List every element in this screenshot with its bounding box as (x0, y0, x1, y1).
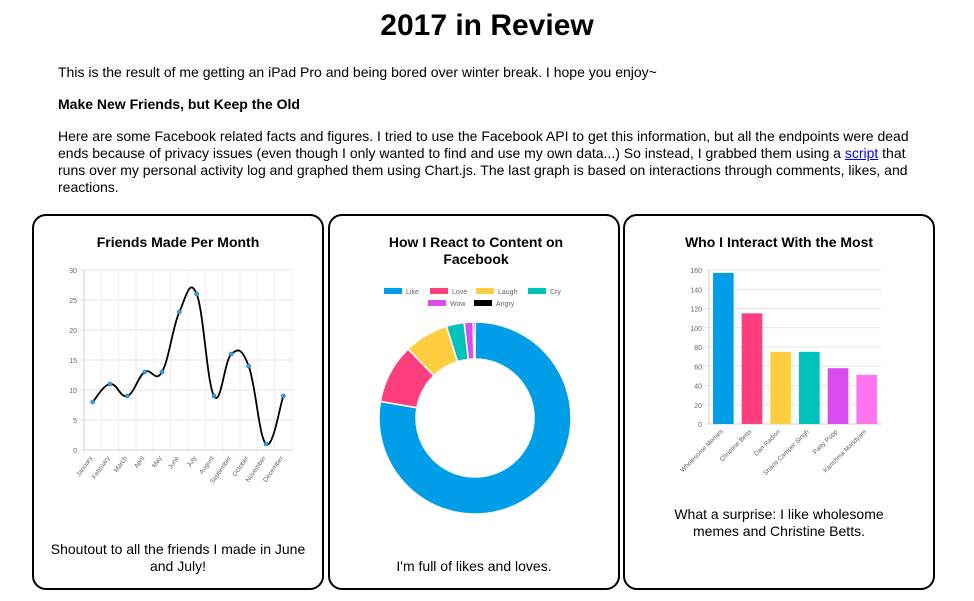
card-title: How I React to Content on Facebook (388, 234, 564, 267)
y-tick-label: 40 (694, 384, 702, 391)
card-caption: What a surprise: I like wholesome memes … (674, 506, 884, 539)
data-point (246, 363, 251, 369)
card-caption: Shoutout to all the friends I made in Ju… (50, 541, 306, 574)
legend-label: Angry (496, 301, 515, 308)
y-tick-label: 60 (694, 364, 702, 371)
legend-label: Laugh (498, 289, 518, 296)
legend-swatch (474, 300, 492, 306)
legend-swatch (384, 288, 402, 294)
y-tick-label: 0 (698, 422, 702, 429)
x-tick-label: February (91, 455, 112, 481)
y-tick-label: 10 (69, 388, 77, 395)
data-point (229, 351, 234, 357)
y-tick-label: 0 (73, 448, 77, 455)
legend-swatch (428, 300, 446, 306)
legend-label: Wow (450, 301, 466, 308)
reactions-chart-card: How I React to Content on Facebook Like L… (328, 214, 620, 590)
donut-slice-angry (472, 321, 476, 360)
y-tick-label: 160 (690, 268, 702, 275)
x-tick-label: May (151, 455, 164, 470)
x-tick-label: July (186, 455, 199, 469)
bar (856, 374, 877, 424)
x-tick-label: Wholesome Memes (679, 428, 725, 474)
y-tick-label: 120 (690, 307, 702, 314)
body-text-start: Here are some Facebook related facts and… (58, 128, 909, 161)
x-tick-label: June (167, 455, 181, 471)
reactions-donut-chart: Like Love Laugh Cry Wow Angry (378, 288, 572, 515)
friends-chart-card: Friends Made Per Month 0 5 10 15 20 25 30 Janua… (32, 214, 324, 590)
x-tick-label: August (198, 455, 215, 476)
page-title: 2017 in Review (380, 9, 594, 42)
y-tick-label: 30 (69, 268, 77, 275)
data-point (142, 369, 147, 375)
card-title: Friends Made Per Month (96, 234, 260, 250)
data-point (90, 399, 95, 405)
data-point (125, 393, 130, 399)
y-tick-label: 80 (694, 345, 702, 352)
donut-slice-like (378, 321, 572, 515)
data-point (263, 441, 269, 447)
body-text-end: that runs over my personal activity log … (58, 145, 908, 195)
legend-swatch (476, 288, 494, 294)
legend-label: Cry (550, 289, 561, 296)
bar (770, 351, 791, 424)
data-point (159, 369, 165, 375)
script-link[interactable]: script (844, 145, 879, 161)
card-caption: I'm full of likes and loves. (396, 558, 552, 574)
x-tick-label: Dan Radion (753, 428, 782, 457)
section-body: Here are some Facebook related facts and… (58, 128, 918, 196)
y-tick-label: 100 (690, 326, 702, 333)
x-tick-label: Patty Popp (812, 428, 840, 456)
bar (827, 368, 849, 424)
intro-text: This is the result of me getting an iPad… (58, 64, 657, 80)
y-tick-label: 140 (690, 287, 702, 294)
x-tick-label: April (133, 455, 147, 470)
y-tick-label: 25 (69, 298, 77, 305)
data-point (194, 291, 199, 297)
bar (799, 351, 820, 424)
data-point (177, 309, 182, 315)
y-tick-label: 20 (69, 328, 77, 335)
legend-swatch (528, 288, 546, 294)
legend-label: Love (452, 289, 467, 296)
y-tick-label: 5 (73, 418, 77, 425)
data-point (211, 393, 217, 399)
section-heading: Make New Friends, but Keep the Old (58, 96, 300, 112)
data-point (281, 393, 286, 399)
y-tick-label: 15 (69, 358, 77, 365)
y-tick-label: 20 (694, 403, 702, 410)
interactions-chart-card: Who I Interact With the Most 0 20 40 60 80 10… (623, 214, 935, 590)
legend-swatch (430, 288, 448, 294)
bar (713, 272, 734, 424)
card-title: Who I Interact With the Most (684, 234, 874, 250)
bar (741, 313, 763, 424)
x-tick-label: March (113, 455, 129, 474)
legend-label: Like (406, 289, 419, 296)
data-point (107, 381, 113, 387)
